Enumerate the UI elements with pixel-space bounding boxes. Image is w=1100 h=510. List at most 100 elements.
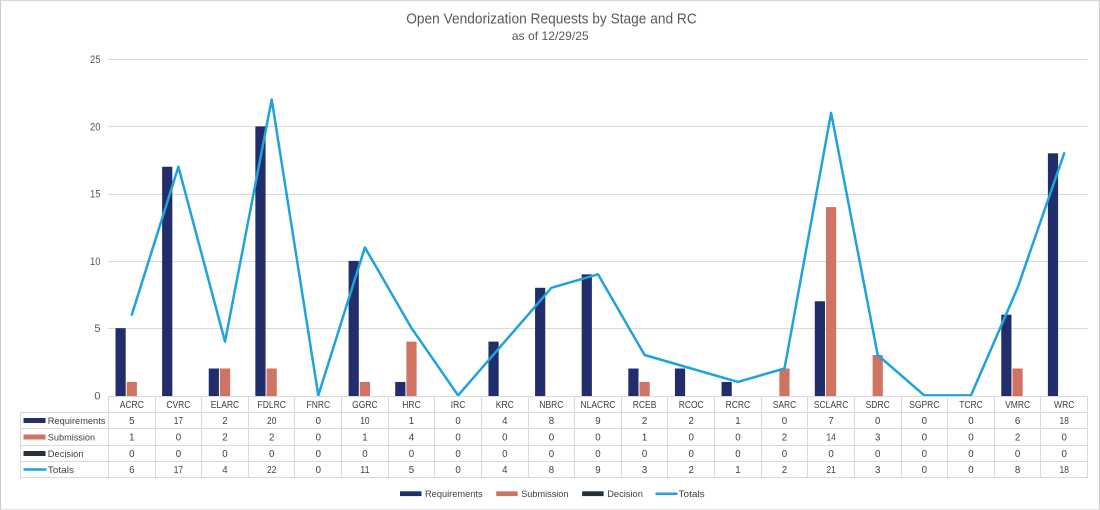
svg-text:3: 3 (875, 433, 880, 444)
svg-text:1: 1 (735, 416, 740, 427)
svg-text:0: 0 (94, 390, 100, 402)
svg-text:SARC: SARC (773, 400, 797, 411)
svg-text:1: 1 (129, 433, 134, 444)
svg-text:0: 0 (735, 449, 741, 460)
svg-text:SGPRC: SGPRC (909, 400, 939, 411)
svg-text:2: 2 (782, 465, 787, 476)
svg-text:0: 0 (549, 433, 555, 444)
svg-text:22: 22 (267, 465, 276, 476)
svg-text:4: 4 (409, 433, 415, 444)
svg-text:ACRC: ACRC (120, 400, 144, 411)
svg-text:0: 0 (455, 465, 461, 476)
svg-text:18: 18 (1060, 416, 1069, 427)
svg-text:0: 0 (689, 433, 695, 444)
svg-text:RCEB: RCEB (633, 400, 657, 411)
svg-text:0: 0 (922, 416, 928, 427)
svg-text:0: 0 (968, 433, 974, 444)
svg-text:6: 6 (129, 465, 134, 476)
svg-text:20: 20 (90, 121, 101, 133)
svg-text:0: 0 (735, 433, 741, 444)
svg-text:4: 4 (222, 465, 228, 476)
svg-text:Totals: Totals (679, 489, 705, 500)
svg-text:0: 0 (362, 449, 368, 460)
svg-text:8: 8 (549, 465, 554, 476)
svg-text:SCLARC: SCLARC (814, 400, 849, 411)
svg-text:0: 0 (176, 433, 182, 444)
svg-text:9: 9 (595, 465, 600, 476)
svg-text:4: 4 (502, 416, 508, 427)
svg-text:Open Vendorization Requests by: Open Vendorization Requests by Stage and… (406, 11, 697, 27)
svg-text:0: 0 (316, 433, 322, 444)
svg-text:17: 17 (174, 416, 183, 427)
svg-text:Submission: Submission (48, 432, 95, 443)
svg-text:NLACRC: NLACRC (581, 400, 616, 411)
svg-text:KRC: KRC (496, 400, 514, 411)
svg-text:TCRC: TCRC (959, 400, 983, 411)
svg-text:ELARC: ELARC (211, 400, 239, 411)
svg-text:0: 0 (689, 449, 695, 460)
svg-text:14: 14 (826, 433, 836, 444)
svg-text:Submission: Submission (521, 489, 568, 500)
svg-text:FNRC: FNRC (307, 400, 331, 411)
svg-text:0: 0 (922, 465, 928, 476)
svg-text:GGRC: GGRC (352, 400, 378, 411)
svg-text:2: 2 (689, 416, 694, 427)
svg-text:20: 20 (267, 416, 277, 427)
svg-text:0: 0 (595, 433, 601, 444)
svg-text:0: 0 (409, 449, 415, 460)
svg-text:0: 0 (875, 449, 881, 460)
svg-text:VMRC: VMRC (1005, 400, 1030, 411)
svg-text:5: 5 (409, 465, 414, 476)
svg-text:CVRC: CVRC (166, 400, 190, 411)
svg-text:0: 0 (455, 416, 461, 427)
svg-text:0: 0 (968, 416, 974, 427)
svg-text:0: 0 (316, 465, 322, 476)
svg-text:0: 0 (1062, 449, 1068, 460)
svg-text:0: 0 (549, 449, 555, 460)
svg-text:2: 2 (1015, 433, 1020, 444)
svg-text:0: 0 (968, 465, 974, 476)
svg-text:5: 5 (129, 416, 134, 427)
svg-text:0: 0 (828, 449, 834, 460)
svg-text:0: 0 (1015, 449, 1021, 460)
svg-text:8: 8 (1015, 465, 1020, 476)
svg-text:RCRC: RCRC (726, 400, 751, 411)
svg-text:1: 1 (735, 465, 740, 476)
svg-text:4: 4 (502, 465, 508, 476)
svg-text:8: 8 (549, 416, 554, 427)
svg-text:0: 0 (595, 449, 601, 460)
svg-text:HRC: HRC (402, 400, 420, 411)
svg-text:0: 0 (502, 433, 508, 444)
svg-text:2: 2 (222, 416, 227, 427)
svg-text:3: 3 (642, 465, 647, 476)
svg-text:2: 2 (222, 433, 227, 444)
svg-text:1: 1 (409, 416, 414, 427)
svg-text:0: 0 (968, 449, 974, 460)
svg-text:5: 5 (94, 323, 100, 335)
svg-text:RCOC: RCOC (679, 400, 704, 411)
svg-text:10: 10 (90, 256, 101, 268)
svg-text:0: 0 (316, 416, 322, 427)
svg-text:0: 0 (922, 433, 928, 444)
svg-text:2: 2 (689, 465, 694, 476)
svg-text:Totals: Totals (48, 465, 74, 476)
svg-text:6: 6 (1015, 416, 1020, 427)
svg-text:0: 0 (875, 416, 881, 427)
svg-text:0: 0 (129, 449, 135, 460)
svg-text:Requirements: Requirements (425, 489, 483, 500)
svg-text:SDRC: SDRC (866, 400, 890, 411)
svg-text:2: 2 (269, 433, 274, 444)
svg-text:0: 0 (222, 449, 228, 460)
svg-text:0: 0 (502, 449, 508, 460)
svg-text:21: 21 (826, 465, 835, 476)
svg-text:WRC: WRC (1054, 400, 1074, 411)
svg-text:0: 0 (455, 433, 461, 444)
svg-text:15: 15 (90, 189, 101, 201)
svg-text:0: 0 (782, 416, 788, 427)
svg-text:IRC: IRC (451, 400, 466, 411)
svg-text:Requirements: Requirements (48, 416, 106, 427)
svg-text:1: 1 (362, 433, 367, 444)
svg-text:9: 9 (595, 416, 600, 427)
svg-text:as of 12/29/25: as of 12/29/25 (512, 30, 590, 43)
svg-text:0: 0 (316, 449, 322, 460)
